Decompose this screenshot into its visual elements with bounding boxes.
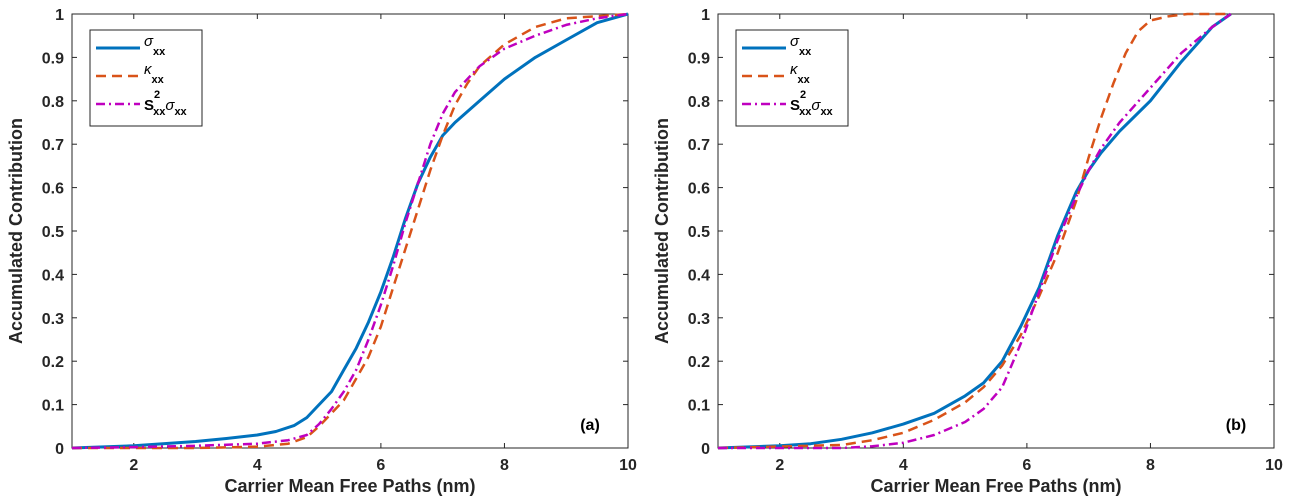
y-tick-label: 0.4 <box>42 267 64 284</box>
legend-symbol: σ <box>811 97 821 114</box>
legend-sub: xx <box>174 106 187 118</box>
legend-sub: xx <box>152 74 165 86</box>
x-axis-label: Carrier Mean Free Paths (nm) <box>224 476 475 496</box>
legend-entry-1: κxx <box>790 61 811 86</box>
panel-label: (a) <box>580 417 600 434</box>
x-tick-label: 8 <box>500 457 509 474</box>
legend-sub: xx <box>153 46 166 58</box>
series-line-1 <box>717 12 1231 450</box>
series-line-1 <box>72 12 629 450</box>
y-tick-label: 0.6 <box>688 181 710 198</box>
y-tick-label: 0.6 <box>42 181 64 198</box>
x-axis-label: Carrier Mean Free Paths (nm) <box>870 476 1121 496</box>
legend-sub: xx <box>153 106 166 118</box>
legend-box <box>89 29 203 127</box>
series-line-0 <box>717 12 1232 450</box>
legend-symbol: σ <box>790 33 800 50</box>
y-tick-label: 0.8 <box>42 94 64 111</box>
y-tick-label: 1 <box>55 7 64 24</box>
y-tick-label: 0.5 <box>42 224 64 241</box>
y-axis-label: Accumulated Contribution <box>6 118 26 344</box>
x-tick-label: 10 <box>1265 457 1283 474</box>
y-tick-label: 0.1 <box>42 398 64 415</box>
y-tick-label: 0.9 <box>688 50 710 67</box>
y-tick-label: 0.1 <box>688 398 710 415</box>
legend-s: S <box>144 97 154 114</box>
legend-sup: 2 <box>800 89 806 101</box>
y-tick-label: 0.8 <box>688 94 710 111</box>
series-line-0 <box>71 12 629 450</box>
legend-entry-1: κxx <box>144 61 165 86</box>
legend-symbol: κ <box>790 61 799 78</box>
legend-sub: xx <box>798 74 811 86</box>
legend-entry-0: σxx <box>790 33 812 58</box>
legend-entry-2: S2 xxσxx <box>790 89 834 118</box>
legend-sub: xx <box>799 46 812 58</box>
legend-sub: xx <box>799 106 812 118</box>
legend-entry-2: S2 xxσxx <box>144 89 188 118</box>
legend-box <box>735 29 849 127</box>
y-tick-label: 0 <box>55 441 64 458</box>
series-line-2 <box>71 12 629 450</box>
chart-panel-a: 0 0.1 0.2 0.3 0.4 0.5 0.6 0.7 0.8 0.9 1 2 4 6 8 10 Carri… <box>6 7 637 496</box>
x-tick-label: 2 <box>129 457 138 474</box>
y-axis-label: Accumulated Contribution <box>652 118 672 344</box>
y-tick-label: 0.4 <box>688 267 710 284</box>
y-tick-label: 1 <box>701 7 710 24</box>
x-tick-label: 4 <box>253 457 262 474</box>
legend-entry-0: σxx <box>144 33 166 58</box>
legend-symbol: κ <box>144 61 153 78</box>
y-tick-label: 0.2 <box>688 354 710 371</box>
y-tick-label: 0.2 <box>42 354 64 371</box>
x-tick-label: 6 <box>1022 457 1031 474</box>
legend-s: S <box>790 97 800 114</box>
y-tick-label: 0.7 <box>42 137 64 154</box>
x-tick-label: 6 <box>376 457 385 474</box>
y-tick-label: 0 <box>701 441 710 458</box>
y-tick-label: 0.3 <box>42 311 64 328</box>
legend-symbol: σ <box>165 97 175 114</box>
x-tick-label: 2 <box>775 457 784 474</box>
y-tick-label: 0.5 <box>688 224 710 241</box>
x-tick-label: 4 <box>899 457 908 474</box>
legend-sup: 2 <box>154 89 160 101</box>
chart-panel-b: 0 0.1 0.2 0.3 0.4 0.5 0.6 0.7 0.8 0.9 1 2 4 6 8 10 Carri… <box>652 7 1283 496</box>
x-tick-label: 10 <box>619 457 637 474</box>
legend-sub: xx <box>820 106 833 118</box>
legend-symbol: σ <box>144 33 154 50</box>
y-tick-label: 0.7 <box>688 137 710 154</box>
panel-label: (b) <box>1226 417 1246 434</box>
x-tick-label: 8 <box>1146 457 1155 474</box>
y-tick-label: 0.3 <box>688 311 710 328</box>
series-line-2 <box>718 12 1232 450</box>
y-tick-label: 0.9 <box>42 50 64 67</box>
